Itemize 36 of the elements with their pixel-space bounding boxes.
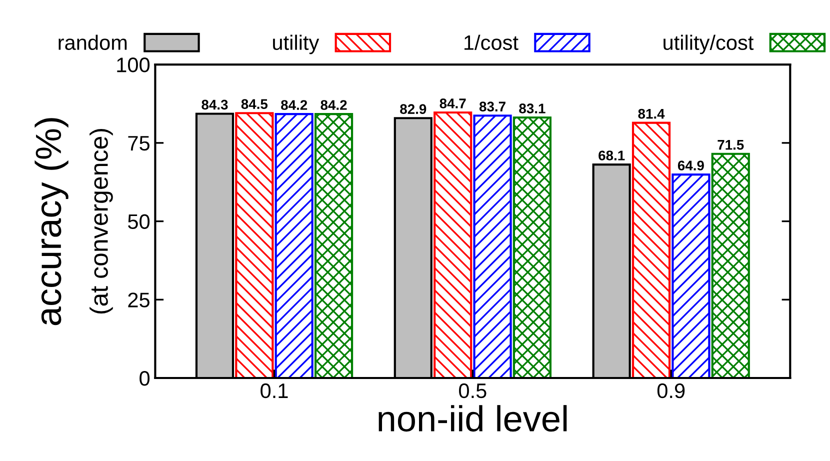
bar bbox=[314, 113, 354, 378]
bar bbox=[632, 122, 671, 378]
y-tick-label: 25 bbox=[128, 292, 150, 308]
bar bbox=[473, 114, 512, 378]
data-label: 68.1 bbox=[598, 150, 625, 160]
text: (at convergence) bbox=[90, 129, 113, 314]
y-tick-label: 0 bbox=[140, 371, 150, 386]
bar bbox=[711, 152, 750, 378]
data-label: 84.2 bbox=[281, 100, 308, 110]
bar bbox=[512, 116, 552, 378]
bar bbox=[235, 112, 274, 378]
bar bbox=[274, 113, 314, 378]
x-axis-title: non-iid level bbox=[378, 405, 567, 432]
data-label: 83.1 bbox=[519, 104, 546, 114]
data-label: 84.5 bbox=[241, 99, 268, 109]
x-tick-label: 0.9 bbox=[657, 383, 685, 398]
data-label: 71.5 bbox=[718, 140, 744, 150]
legend-label: utility bbox=[273, 34, 320, 54]
data-label: 84.3 bbox=[202, 100, 228, 110]
legend-label: 1/cost bbox=[464, 34, 518, 50]
data-label: 84.2 bbox=[320, 100, 347, 110]
data-label: 81.4 bbox=[638, 108, 665, 119]
y-axis-title: accuracy (%) bbox=[34, 118, 68, 326]
bar bbox=[672, 174, 710, 378]
legend-label: utility/cost bbox=[664, 34, 754, 54]
x-tick-label: 0.1 bbox=[260, 383, 288, 398]
legend-label: random bbox=[58, 34, 127, 50]
y-tick-label: 50 bbox=[128, 214, 150, 230]
bar bbox=[434, 111, 472, 378]
data-label: 84.7 bbox=[440, 98, 466, 108]
x-tick-label: 0.5 bbox=[459, 383, 486, 398]
y-tick-label: 75 bbox=[128, 136, 150, 151]
y-tick-label: 100 bbox=[117, 58, 150, 72]
data-label: 82.9 bbox=[400, 104, 426, 114]
data-label: 83.7 bbox=[479, 102, 506, 112]
data-label: 64.9 bbox=[678, 160, 704, 170]
